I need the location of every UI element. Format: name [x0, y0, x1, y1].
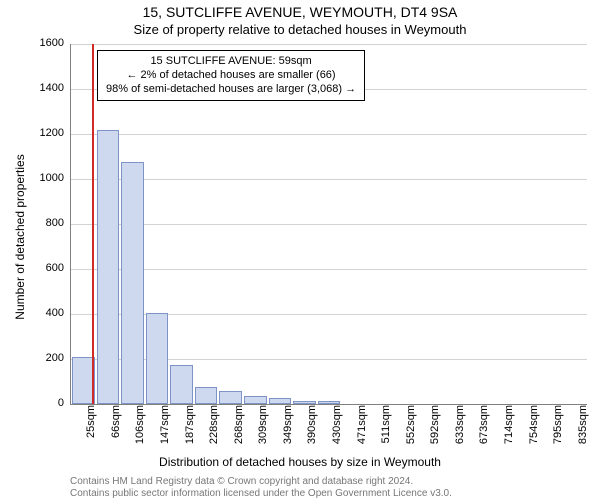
histogram-bar: [195, 387, 218, 404]
gridline: [71, 134, 587, 135]
x-tick-label: 471sqm: [356, 405, 368, 451]
x-tick-label: 835sqm: [577, 405, 589, 451]
gridline: [71, 224, 587, 225]
attribution-line-2: Contains public sector information licen…: [70, 488, 600, 500]
x-axis-label: Distribution of detached houses by size …: [0, 455, 600, 469]
x-tick-label: 754sqm: [528, 405, 540, 451]
marker-line: [92, 44, 94, 404]
page-title: 15, SUTCLIFFE AVENUE, WEYMOUTH, DT4 9SA: [0, 4, 600, 20]
gridline: [71, 269, 587, 270]
figure: 15, SUTCLIFFE AVENUE, WEYMOUTH, DT4 9SA …: [0, 0, 600, 500]
histogram-bar: [244, 396, 267, 404]
y-tick-label: 800: [30, 217, 64, 229]
histogram-bar: [293, 401, 316, 404]
marker-annotation: 15 SUTCLIFFE AVENUE: 59sqm ← 2% of detac…: [97, 50, 365, 101]
x-tick-label: 147sqm: [159, 405, 171, 451]
annotation-line-3: 98% of semi-detached houses are larger (…: [106, 83, 356, 97]
x-tick-label: 714sqm: [503, 405, 515, 451]
histogram-plot: 15 SUTCLIFFE AVENUE: 59sqm ← 2% of detac…: [70, 44, 587, 405]
y-tick-label: 1200: [30, 127, 64, 139]
x-tick-label: 390sqm: [306, 405, 318, 451]
subtitle: Size of property relative to detached ho…: [0, 22, 600, 37]
y-axis-label: Number of detached properties: [13, 137, 27, 337]
y-tick-label: 1000: [30, 172, 64, 184]
x-tick-label: 309sqm: [257, 405, 269, 451]
y-tick-label: 1400: [30, 82, 64, 94]
x-tick-label: 106sqm: [134, 405, 146, 451]
y-tick-label: 600: [30, 262, 64, 274]
x-tick-label: 633sqm: [454, 405, 466, 451]
histogram-bar: [318, 401, 341, 404]
y-tick-label: 400: [30, 307, 64, 319]
y-tick-label: 1600: [30, 37, 64, 49]
x-tick-label: 228sqm: [208, 405, 220, 451]
annotation-line-2: ← 2% of detached houses are smaller (66): [106, 69, 356, 83]
attribution-line-1: Contains HM Land Registry data © Crown c…: [70, 476, 600, 488]
x-tick-label: 430sqm: [331, 405, 343, 451]
y-tick-label: 200: [30, 352, 64, 364]
annotation-line-1: 15 SUTCLIFFE AVENUE: 59sqm: [106, 55, 356, 69]
histogram-bar: [170, 365, 193, 404]
histogram-bar: [121, 162, 144, 404]
y-tick-label: 0: [30, 397, 64, 409]
histogram-bar: [269, 398, 292, 404]
gridline: [71, 179, 587, 180]
histogram-bar: [219, 391, 242, 405]
x-tick-label: 268sqm: [233, 405, 245, 451]
x-tick-label: 795sqm: [552, 405, 564, 451]
x-tick-label: 349sqm: [282, 405, 294, 451]
x-tick-label: 552sqm: [405, 405, 417, 451]
x-tick-label: 511sqm: [380, 405, 392, 451]
x-tick-label: 592sqm: [429, 405, 441, 451]
x-tick-label: 187sqm: [184, 405, 196, 451]
histogram-bar: [97, 130, 120, 405]
gridline: [71, 44, 587, 45]
x-tick-label: 66sqm: [110, 405, 122, 451]
x-tick-label: 25sqm: [85, 405, 97, 451]
attribution: Contains HM Land Registry data © Crown c…: [70, 476, 600, 499]
histogram-bar: [146, 313, 169, 404]
x-tick-label: 673sqm: [478, 405, 490, 451]
